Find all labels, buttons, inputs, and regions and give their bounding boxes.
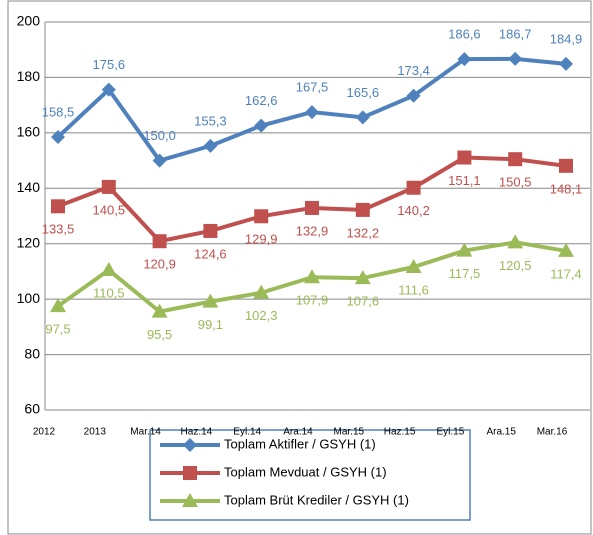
- x-tick-label: 2013: [84, 427, 107, 438]
- point: [305, 105, 319, 120]
- point: [50, 298, 66, 313]
- x-tick-label: Eyl.14: [233, 427, 261, 438]
- point: [254, 209, 269, 224]
- point: [203, 223, 218, 238]
- data-label: 97,5: [45, 322, 70, 337]
- point: [101, 179, 116, 194]
- x-tick-label: Mar.14: [130, 427, 161, 438]
- data-label: 110,5: [93, 285, 125, 300]
- y-tick-label: 60: [24, 401, 40, 417]
- point: [456, 242, 473, 257]
- data-label: 151,1: [448, 173, 481, 188]
- x-tick-label: Ara.14: [283, 427, 313, 438]
- y-tick-label: 180: [17, 68, 41, 84]
- data-label: 107,6: [347, 294, 380, 309]
- legend-label: Toplam Brüt Krediler / GSYH (1): [224, 492, 409, 507]
- data-label: 184,9: [550, 31, 583, 46]
- data-label: 120,9: [143, 257, 176, 272]
- data-label: 158,5: [42, 104, 75, 119]
- point: [406, 180, 421, 195]
- data-label: 132,2: [347, 225, 380, 240]
- x-tick-label: Mar.15: [334, 427, 365, 438]
- data-label: 133,5: [42, 222, 75, 237]
- point: [508, 152, 523, 167]
- point: [100, 262, 117, 277]
- point: [559, 158, 573, 173]
- y-tick-label: 120: [17, 234, 41, 250]
- point: [151, 303, 168, 318]
- x-tick-label: Mar.16: [537, 427, 568, 438]
- data-label: 186,7: [499, 26, 532, 41]
- data-label: 175,6: [93, 57, 126, 72]
- data-label: 107,9: [296, 293, 329, 308]
- data-label: 150,0: [143, 128, 176, 143]
- x-tick-label: Haz.15: [384, 427, 416, 438]
- point: [254, 118, 269, 133]
- y-tick-label: 160: [17, 124, 41, 140]
- point: [457, 150, 472, 165]
- point: [559, 56, 573, 71]
- data-label: 117,4: [550, 266, 582, 281]
- legend-label: Toplam Aktifler / GSYH (1): [224, 436, 376, 451]
- point: [203, 138, 218, 153]
- point: [355, 110, 370, 125]
- x-tick-label: Haz.14: [181, 427, 213, 438]
- data-label: 95,5: [147, 327, 172, 342]
- point: [305, 200, 319, 215]
- data-label: 150,5: [499, 175, 532, 190]
- point: [152, 153, 167, 168]
- x-tick-label: 2012: [33, 427, 56, 438]
- point: [406, 88, 421, 103]
- data-label: 148,1: [550, 181, 583, 196]
- point: [558, 242, 574, 257]
- point: [405, 258, 422, 273]
- point: [507, 234, 524, 249]
- data-label: 117,5: [449, 266, 481, 281]
- data-label: 165,6: [347, 85, 380, 100]
- y-tick-label: 80: [24, 345, 40, 361]
- y-tick-label: 200: [17, 13, 41, 29]
- x-tick-label: Eyl.15: [437, 427, 465, 438]
- legend-label: Toplam Mevduat / GSYH (1): [224, 464, 387, 479]
- data-label: 132,9: [296, 223, 329, 238]
- y-tick-label: 140: [17, 179, 41, 195]
- data-label: 167,5: [296, 80, 329, 95]
- point: [253, 284, 270, 299]
- point: [355, 202, 370, 217]
- data-label: 173,4: [397, 63, 430, 78]
- data-label: 186,6: [448, 27, 481, 42]
- chart-border: [7, 0, 592, 535]
- data-label: 99,1: [198, 317, 223, 332]
- data-label: 140,2: [397, 203, 430, 218]
- point: [182, 493, 198, 507]
- point: [508, 51, 523, 66]
- x-tick-label: Ara.15: [486, 427, 516, 438]
- point: [304, 269, 320, 284]
- point: [202, 293, 219, 308]
- data-label: 102,3: [245, 308, 278, 323]
- data-label: 155,3: [194, 113, 227, 128]
- data-label: 120,5: [499, 258, 532, 273]
- data-label: 162,6: [245, 93, 278, 108]
- point: [183, 466, 197, 480]
- point: [354, 270, 371, 285]
- point: [457, 52, 472, 67]
- data-label: 124,6: [194, 246, 227, 261]
- data-label: 129,9: [245, 232, 278, 247]
- point: [51, 130, 65, 145]
- point: [51, 199, 65, 214]
- point: [183, 438, 197, 452]
- y-tick-label: 100: [17, 290, 41, 306]
- data-label: 140,5: [93, 202, 126, 217]
- data-label: 111,6: [398, 282, 429, 297]
- point: [152, 234, 167, 249]
- point: [101, 82, 116, 97]
